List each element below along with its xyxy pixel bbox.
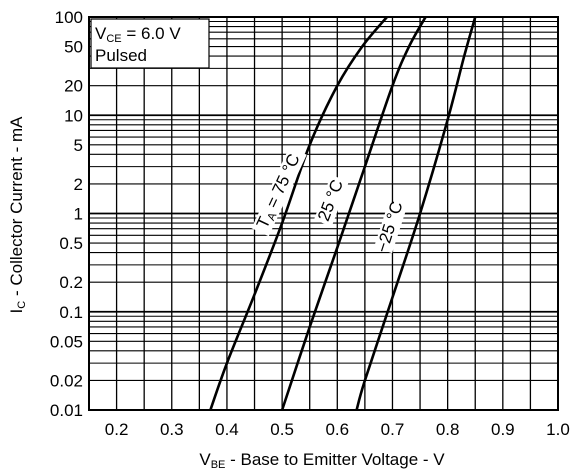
y-axis-symbol: I: [7, 309, 26, 314]
curve-labels: TA = 75 °C 25 °C −25 °C: [251, 146, 407, 255]
y-tick-label: 0.5: [59, 234, 83, 253]
y-tick-label: 0.2: [59, 273, 83, 292]
x-tick-label: 0.6: [325, 420, 349, 439]
x-tick-label: 0.7: [381, 420, 405, 439]
y-tick-label: 10: [64, 106, 83, 125]
x-tick-label: 0.5: [270, 420, 294, 439]
conditions-vce: VCE = 6.0 V: [95, 24, 181, 45]
curve-label-text: −25 °C: [372, 199, 406, 255]
x-tick-label: 0.9: [491, 420, 515, 439]
plot-frame: [88, 16, 559, 411]
y-tick-label: 100: [55, 8, 83, 27]
conditions-box: VCE = 6.0 V Pulsed: [90, 18, 210, 69]
y-axis-text: - Collector Current - mA: [7, 116, 26, 301]
y-tick-label: 0.1: [59, 303, 83, 322]
series-line: [209, 16, 388, 411]
y-tick-label: 5: [74, 136, 83, 155]
curve-label: 25 °C: [313, 174, 349, 227]
x-tick-label: 1.0: [546, 420, 570, 439]
conditions-pulsed: Pulsed: [95, 46, 147, 65]
conditions-box-bg: [90, 18, 210, 69]
x-axis-subscript: BE: [211, 459, 226, 471]
x-tick-label: 0.2: [105, 420, 129, 439]
x-tick-label: 0.4: [215, 420, 239, 439]
curve-label-bg: [313, 174, 349, 227]
y-tick-label: 2: [74, 175, 83, 194]
y-tick-label: 0.05: [50, 332, 83, 351]
curve-label: −25 °C: [372, 199, 407, 255]
vce-subscript: CE: [106, 33, 121, 45]
curve-label-bg: [251, 146, 307, 237]
y-tick-label: 0.02: [50, 371, 83, 390]
series-line: [280, 16, 427, 411]
y-tick-label: 20: [64, 77, 83, 96]
x-axis-text: - Base to Emitter Voltage - V: [225, 450, 445, 469]
x-axis-symbol: V: [199, 450, 211, 469]
y-axis-subscript: C: [16, 301, 28, 309]
x-tick-label: 0.8: [436, 420, 460, 439]
series-line: [355, 16, 477, 411]
vce-value: = 6.0 V: [122, 24, 182, 43]
x-tick-label: 0.3: [160, 420, 184, 439]
x-axis-label: VBE - Base to Emitter Voltage - V: [199, 450, 445, 471]
vce-symbol: V: [95, 24, 107, 43]
curve-label-text: TA = 75 °C: [253, 151, 306, 232]
curve-label-bg: [373, 201, 407, 254]
y-axis-label: IC - Collector Current - mA: [7, 116, 28, 314]
series-lines: [209, 16, 477, 411]
tick-labels: 0.01 0.02 0.05 0.1 0.2 0.5 1 2 5 10 20 50 100 0.2 0.3 0…: [50, 8, 570, 439]
y-tick-label: 0.01: [50, 401, 83, 420]
y-tick-label: 50: [64, 38, 83, 57]
y-tick-label: 1: [74, 205, 83, 224]
